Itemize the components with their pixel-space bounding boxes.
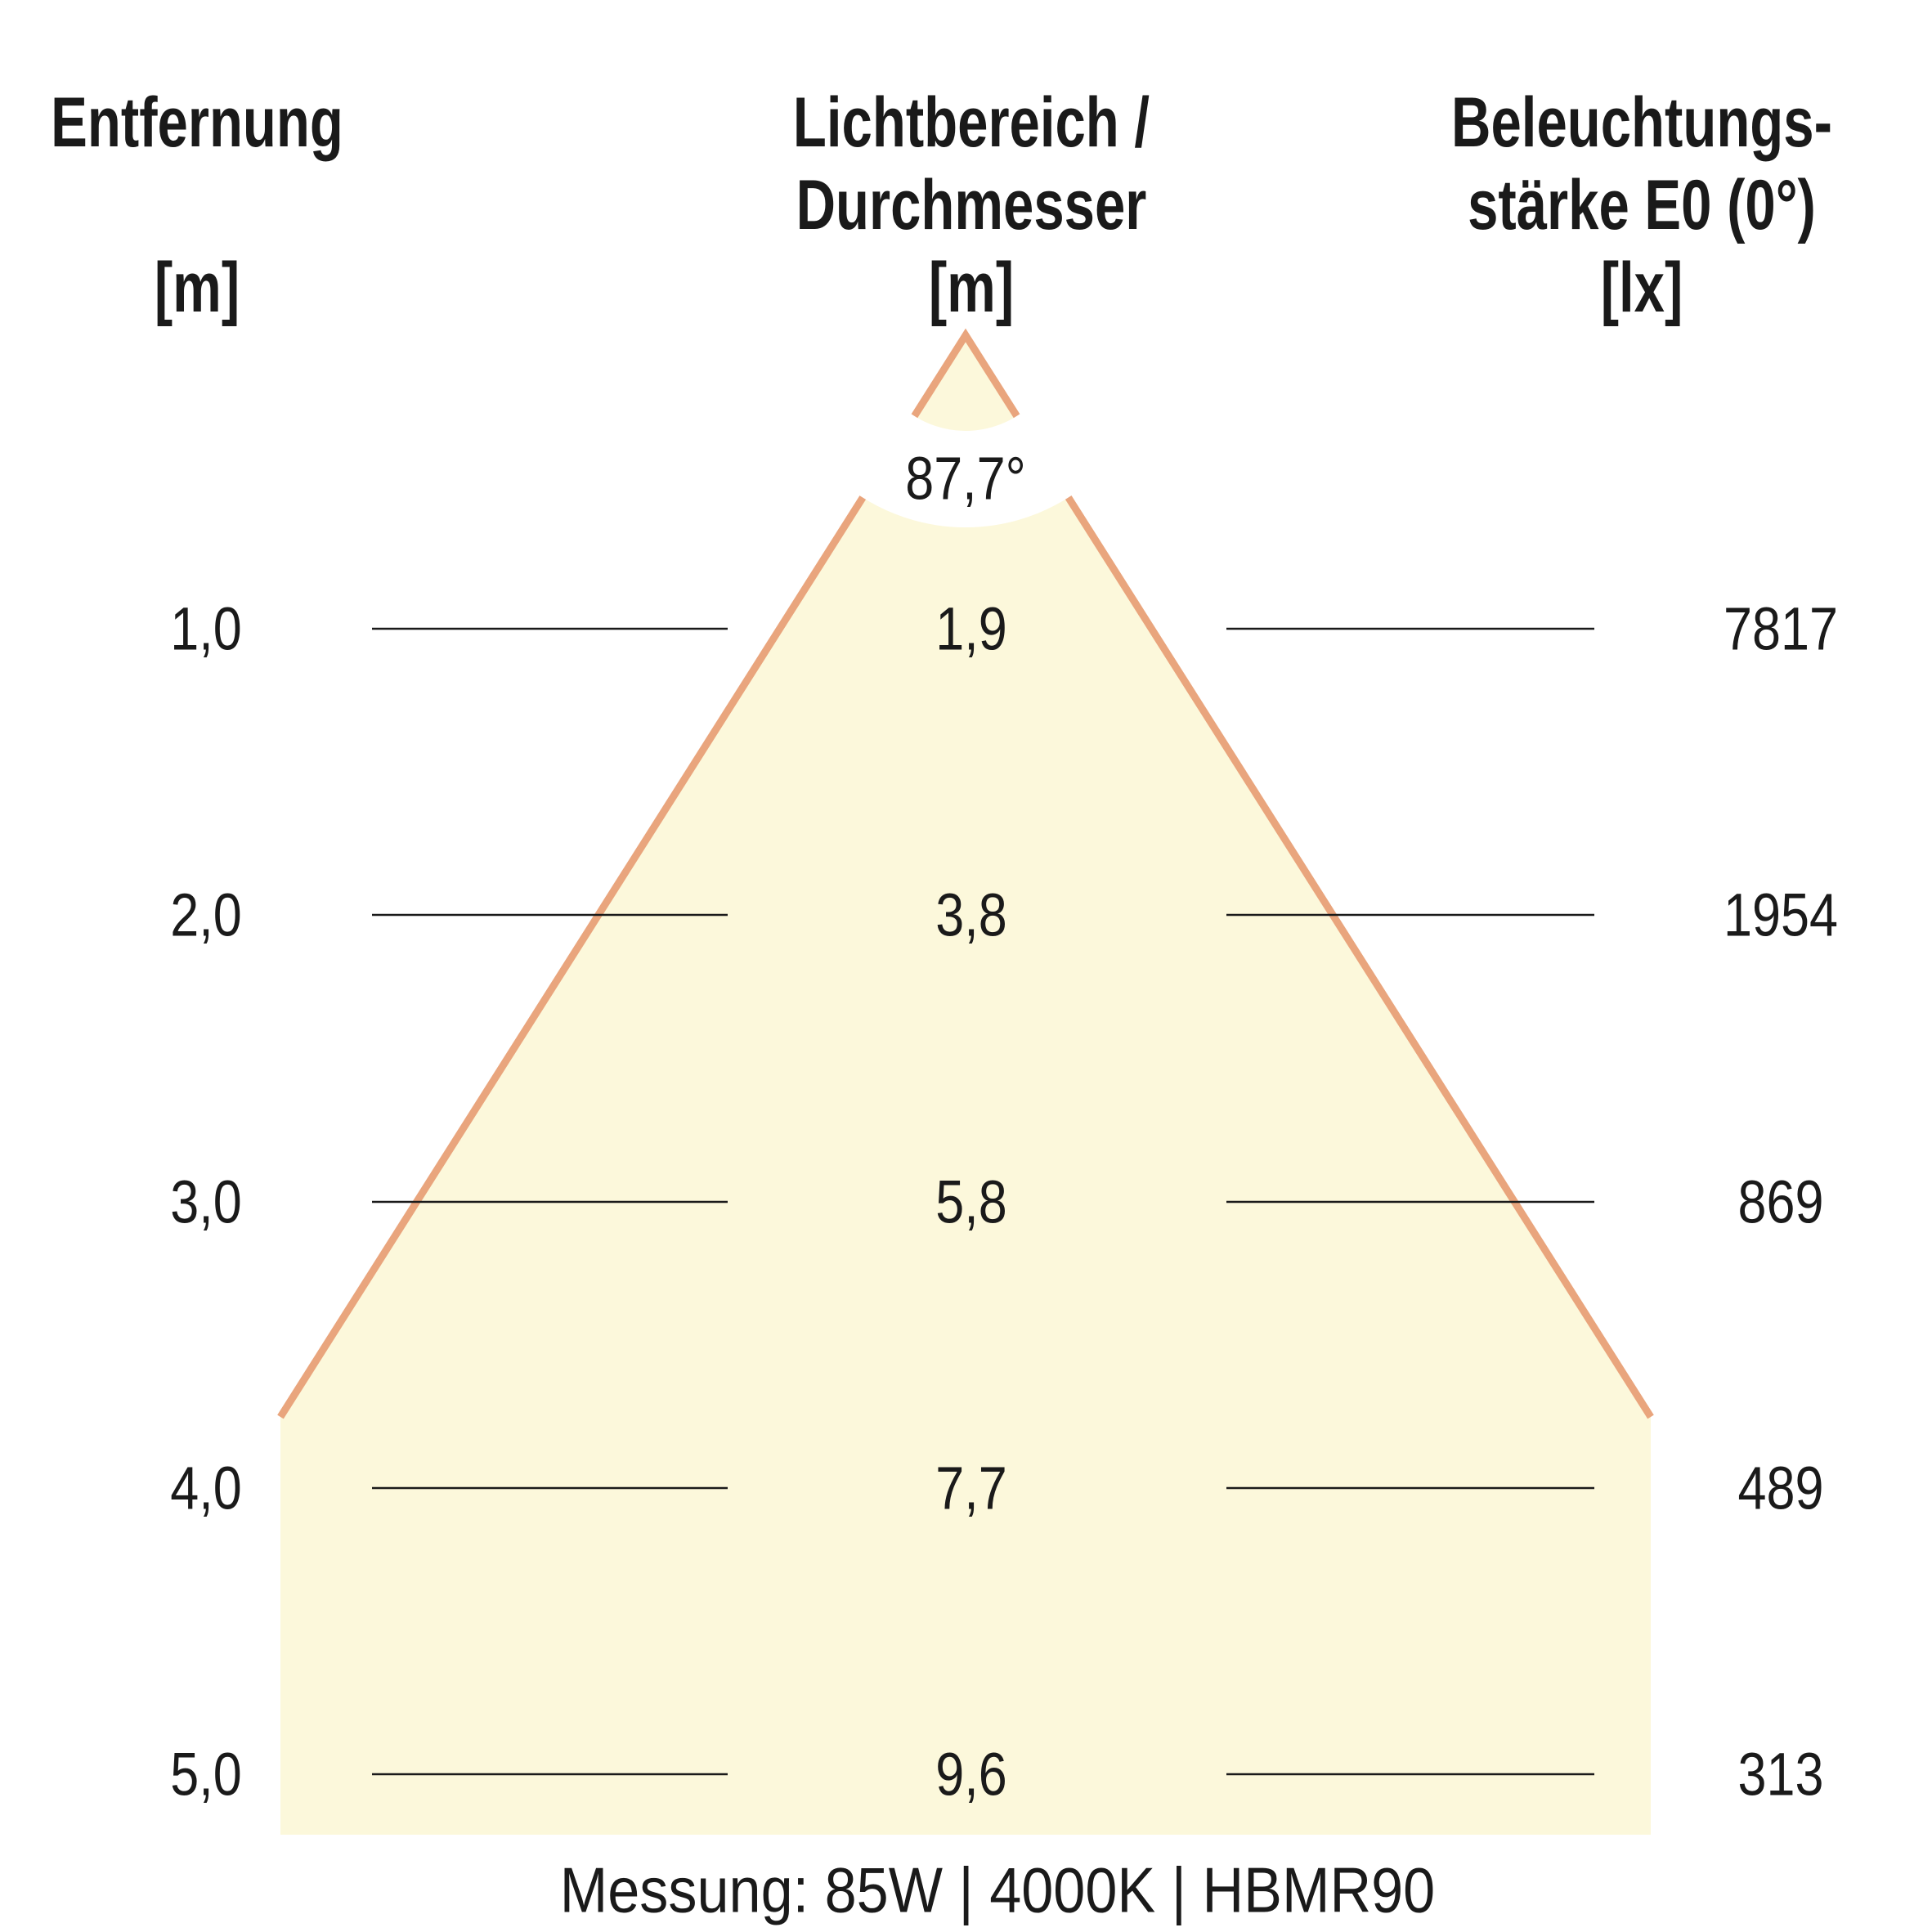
distance-value-5: 5,0 xyxy=(170,1740,242,1809)
diameter-value-1: 1,9 xyxy=(935,594,1007,663)
light-cone-fill xyxy=(280,335,1651,1835)
illuminance-value-3: 869 xyxy=(1737,1168,1824,1236)
measurement-caption: Messung: 85W | 4000K | HBMR90 xyxy=(559,1854,1436,1926)
header-distance-unit: [m] xyxy=(154,249,240,327)
header-illuminance: Beleuchtungs- stärke E0 (0°) [lx] xyxy=(1400,82,1885,329)
row-reference-lines xyxy=(372,627,1594,1776)
header-distance: Entfernung [m] xyxy=(0,82,439,329)
header-distance-title: Entfernung xyxy=(51,83,343,162)
distance-value-4: 4,0 xyxy=(170,1454,242,1522)
distance-value-1: 1,0 xyxy=(170,594,242,663)
header-distance-spacer xyxy=(0,164,439,247)
distance-value-2: 2,0 xyxy=(170,881,242,949)
illuminance-value-2: 1954 xyxy=(1724,881,1838,949)
illuminance-value-5: 313 xyxy=(1737,1740,1824,1809)
diameter-value-2: 3,8 xyxy=(935,881,1007,949)
diameter-value-4: 7,7 xyxy=(935,1454,1007,1522)
header-illuminance-unit: [lx] xyxy=(1600,249,1683,327)
illuminance-value-1: 7817 xyxy=(1724,594,1838,663)
header-diameter-unit: [m] xyxy=(928,249,1015,327)
beam-angle-arc-band xyxy=(773,143,1158,527)
diameter-value-3: 5,8 xyxy=(935,1168,1007,1236)
header-illuminance-title-line2: stärke E0 (0°) xyxy=(1468,166,1816,244)
light-cone-edges xyxy=(277,328,1654,1419)
beam-angle-label: 87,7° xyxy=(905,444,1026,513)
header-diameter-title-line2: Durchmesser xyxy=(796,166,1147,244)
diameter-value-5: 9,6 xyxy=(935,1740,1007,1809)
distance-value-3: 3,0 xyxy=(170,1168,242,1236)
header-diameter-title-line1: Lichtbereich / xyxy=(792,83,1150,162)
header-diameter: Lichtbereich / Durchmesser [m] xyxy=(729,82,1214,329)
illuminance-value-4: 489 xyxy=(1737,1454,1824,1522)
header-illuminance-title-line1: Beleuchtungs- xyxy=(1451,83,1832,162)
